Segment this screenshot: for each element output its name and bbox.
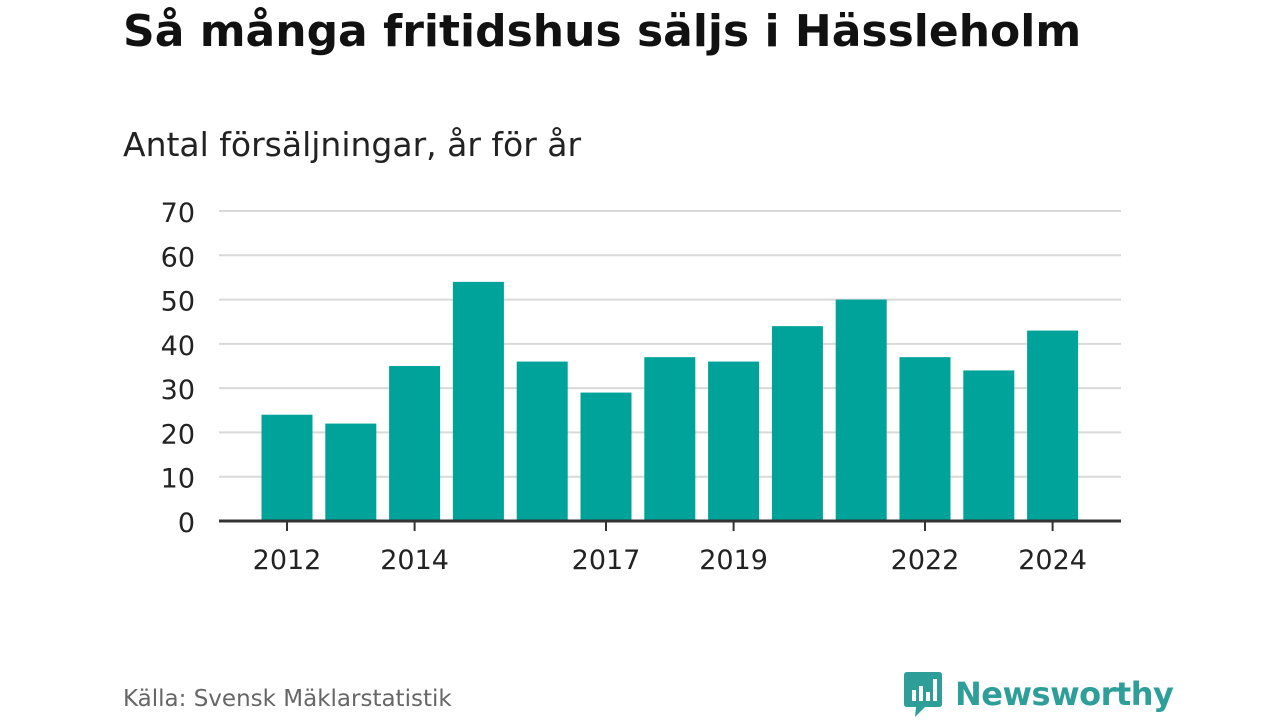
bar-2023: [963, 370, 1015, 521]
y-tick-label: 70: [161, 198, 195, 229]
x-tick-label: 2012: [253, 545, 322, 576]
chart-subtitle: Antal försäljningar, år för år: [123, 125, 582, 164]
x-tick-label: 2019: [699, 545, 768, 576]
x-tick-label: 2014: [380, 545, 449, 576]
y-tick-label: 10: [161, 464, 195, 495]
y-tick-label: 30: [161, 375, 195, 406]
x-axis-ticks: 2012 2014 2017 2019 2022 2024: [253, 521, 1087, 576]
source-note: Källa: Svensk Mäklarstatistik: [123, 686, 452, 712]
bar-2020: [771, 326, 823, 521]
x-tick-label: 2024: [1018, 545, 1087, 576]
bar-2018: [644, 357, 696, 521]
x-tick-label: 2022: [891, 545, 960, 576]
newsworthy-logo-icon: [904, 672, 942, 717]
brand-name: Newsworthy: [955, 675, 1174, 713]
bar-2017: [580, 392, 632, 521]
y-axis-ticks: 0 10 20 30 40 50 60 70: [161, 198, 195, 539]
bar-2022: [899, 357, 951, 521]
bars: [261, 281, 1079, 521]
y-tick-label: 50: [161, 287, 195, 318]
y-tick-label: 40: [161, 331, 195, 362]
bar-2012: [261, 414, 313, 521]
chart-title: Så många fritidshus säljs i Hässleholm: [123, 6, 1082, 57]
bar-2013: [325, 423, 377, 521]
bar-2015: [452, 281, 504, 521]
bar-2016: [516, 361, 568, 521]
y-tick-label: 60: [161, 242, 195, 273]
bar-2019: [708, 361, 760, 521]
y-tick-label: 0: [178, 508, 195, 539]
brand-logo: Newsworthy: [903, 670, 1174, 718]
x-tick-label: 2017: [572, 545, 641, 576]
bar-2014: [389, 366, 441, 521]
bar-2024: [1027, 330, 1079, 521]
y-tick-label: 20: [161, 419, 195, 450]
bar-2021: [835, 299, 887, 521]
